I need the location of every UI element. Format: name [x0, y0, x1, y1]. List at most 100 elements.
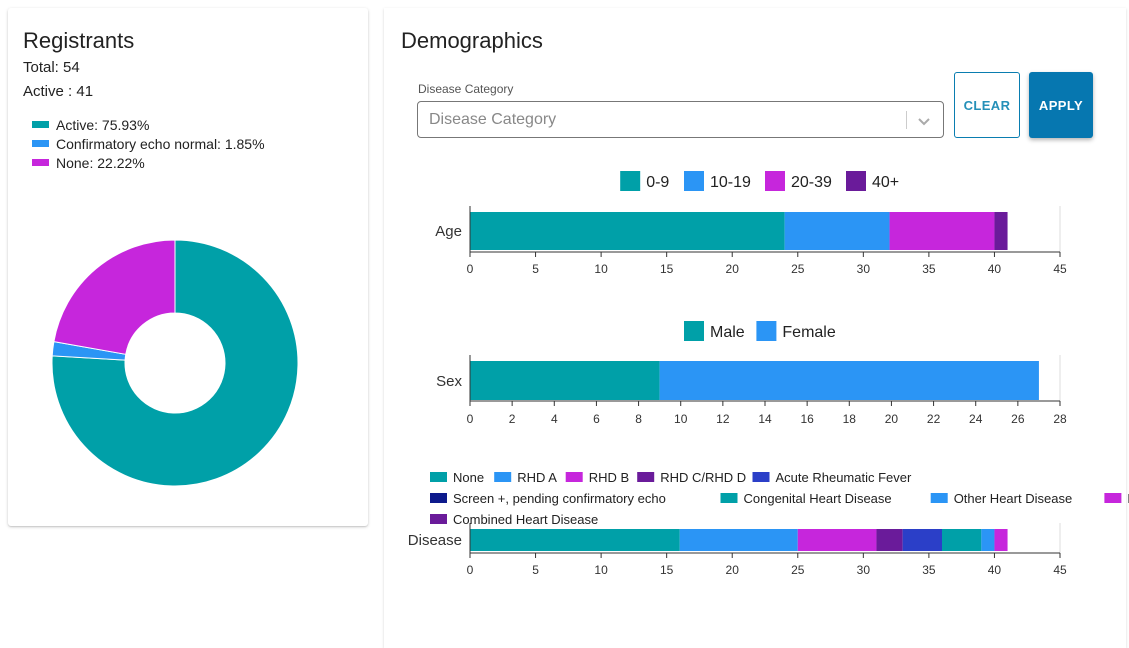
- bar-segment[interactable]: [797, 529, 877, 551]
- x-tick-label: 45: [1053, 563, 1067, 577]
- pie-legend-item[interactable]: None: 22.22%: [32, 153, 265, 172]
- legend-swatch: [494, 472, 512, 482]
- bar-segment[interactable]: [470, 529, 680, 551]
- x-tick-label: 45: [1053, 262, 1067, 276]
- x-tick-label: 30: [857, 563, 871, 577]
- legend-swatch: [1104, 493, 1122, 503]
- x-tick-label: 22: [927, 412, 941, 426]
- x-tick-label: 24: [969, 412, 983, 426]
- legend-label: None: [453, 470, 484, 485]
- legend-item[interactable]: Combined Heart Disease: [430, 512, 598, 527]
- legend-item[interactable]: RHD B: [565, 470, 629, 485]
- legend-swatch: [752, 472, 770, 482]
- bar-segment[interactable]: [470, 361, 660, 400]
- x-tick-label: 40: [988, 262, 1002, 276]
- bar-segment[interactable]: [679, 529, 798, 551]
- legend-label: Other Heart Disease: [954, 491, 1072, 506]
- x-tick-label: 0: [467, 563, 474, 577]
- legend-label: Congenital Heart Disease: [744, 491, 892, 506]
- pie-legend: Active: 75.93% Confirmatory echo normal:…: [32, 115, 265, 172]
- pie-legend-item[interactable]: Active: 75.93%: [32, 115, 265, 134]
- x-tick-label: 5: [532, 563, 539, 577]
- bar-segment[interactable]: [902, 529, 942, 551]
- legend-item[interactable]: RHD C/RHD D: [637, 470, 746, 485]
- legend-swatch: [846, 171, 866, 191]
- clear-button[interactable]: CLEAR: [954, 72, 1020, 138]
- legend-item[interactable]: Male: [684, 321, 745, 341]
- legend-swatch: [620, 171, 641, 191]
- x-tick-label: 35: [922, 262, 936, 276]
- x-tick-label: 5: [532, 262, 539, 276]
- x-tick-label: 0: [467, 412, 474, 426]
- legend-label: 40+: [872, 174, 899, 191]
- bar-segment[interactable]: [470, 212, 785, 250]
- x-tick-label: 25: [791, 563, 805, 577]
- legend-label: None: 22.22%: [56, 154, 145, 171]
- legend-item[interactable]: None: [430, 470, 484, 485]
- x-tick-label: 18: [843, 412, 857, 426]
- x-tick-label: 30: [857, 262, 871, 276]
- x-tick-label: 20: [885, 412, 899, 426]
- legend-swatch: [637, 472, 655, 482]
- bar-segment[interactable]: [784, 212, 890, 250]
- legend-swatch: [430, 472, 447, 482]
- x-tick-label: 28: [1053, 412, 1067, 426]
- legend-swatch: [765, 171, 785, 191]
- active-count: Active : 41: [23, 83, 94, 100]
- legend-label: RHD C/RHD D: [660, 470, 746, 485]
- pie-legend-item[interactable]: Confirmatory echo normal: 1.85%: [32, 134, 265, 153]
- bar-segment[interactable]: [981, 529, 995, 551]
- donut-slice[interactable]: [51, 239, 299, 487]
- x-tick-label: 14: [758, 412, 772, 426]
- legend-swatch: [430, 493, 447, 503]
- legend-label: Confirmatory echo normal: 1.85%: [56, 135, 265, 152]
- legend-swatch: [720, 493, 738, 503]
- bar-segment[interactable]: [659, 361, 1039, 400]
- legend-label: 0-9: [646, 174, 669, 191]
- bar-segment[interactable]: [889, 212, 995, 250]
- legend-swatch: [684, 321, 704, 341]
- legend-item[interactable]: Normal: [1104, 491, 1129, 506]
- legend-item[interactable]: 20-39: [765, 171, 832, 191]
- legend-label: Female: [782, 324, 835, 341]
- disease-category-select[interactable]: Disease Category: [417, 101, 944, 138]
- disease-category-label: Disease Category: [418, 82, 514, 96]
- bar-segment[interactable]: [994, 212, 1008, 250]
- chevron-down-icon[interactable]: [914, 111, 934, 136]
- legend-item[interactable]: Acute Rheumatic Fever: [752, 470, 913, 485]
- x-tick-label: 0: [467, 262, 474, 276]
- legend-item[interactable]: 0-9: [620, 171, 669, 191]
- bar-segment[interactable]: [942, 529, 982, 551]
- legend-label: Normal: [1127, 491, 1129, 506]
- x-tick-label: 10: [594, 262, 608, 276]
- legend-label: 20-39: [791, 174, 832, 191]
- bar-segment[interactable]: [876, 529, 903, 551]
- legend-item[interactable]: 40+: [846, 171, 899, 191]
- demographics-title: Demographics: [401, 28, 543, 53]
- registrants-title: Registrants: [23, 28, 135, 53]
- x-tick-label: 12: [716, 412, 730, 426]
- legend-item[interactable]: Congenital Heart Disease: [720, 491, 892, 506]
- x-tick-label: 15: [660, 563, 674, 577]
- legend-item[interactable]: RHD A: [494, 470, 557, 485]
- registrants-donut-chart: [51, 239, 299, 487]
- legend-item[interactable]: 10-19: [684, 171, 751, 191]
- x-tick-label: 26: [1011, 412, 1025, 426]
- legend-item[interactable]: Other Heart Disease: [930, 491, 1072, 506]
- legend-swatch: [32, 159, 49, 166]
- x-tick-label: 35: [922, 563, 936, 577]
- legend-label: RHD A: [517, 470, 557, 485]
- legend-swatch: [684, 171, 704, 191]
- legend-item[interactable]: Screen +, pending confirmatory echo: [430, 491, 666, 506]
- apply-button[interactable]: APPLY: [1029, 72, 1093, 138]
- legend-swatch: [930, 493, 948, 503]
- x-tick-label: 10: [674, 412, 688, 426]
- donut-slice[interactable]: [53, 239, 176, 355]
- legend-swatch: [565, 472, 583, 482]
- legend-label: Acute Rheumatic Fever: [776, 470, 913, 485]
- bar-segment[interactable]: [994, 529, 1008, 551]
- legend-item[interactable]: Female: [756, 321, 836, 341]
- x-tick-label: 6: [593, 412, 600, 426]
- y-axis-label: Sex: [436, 373, 462, 390]
